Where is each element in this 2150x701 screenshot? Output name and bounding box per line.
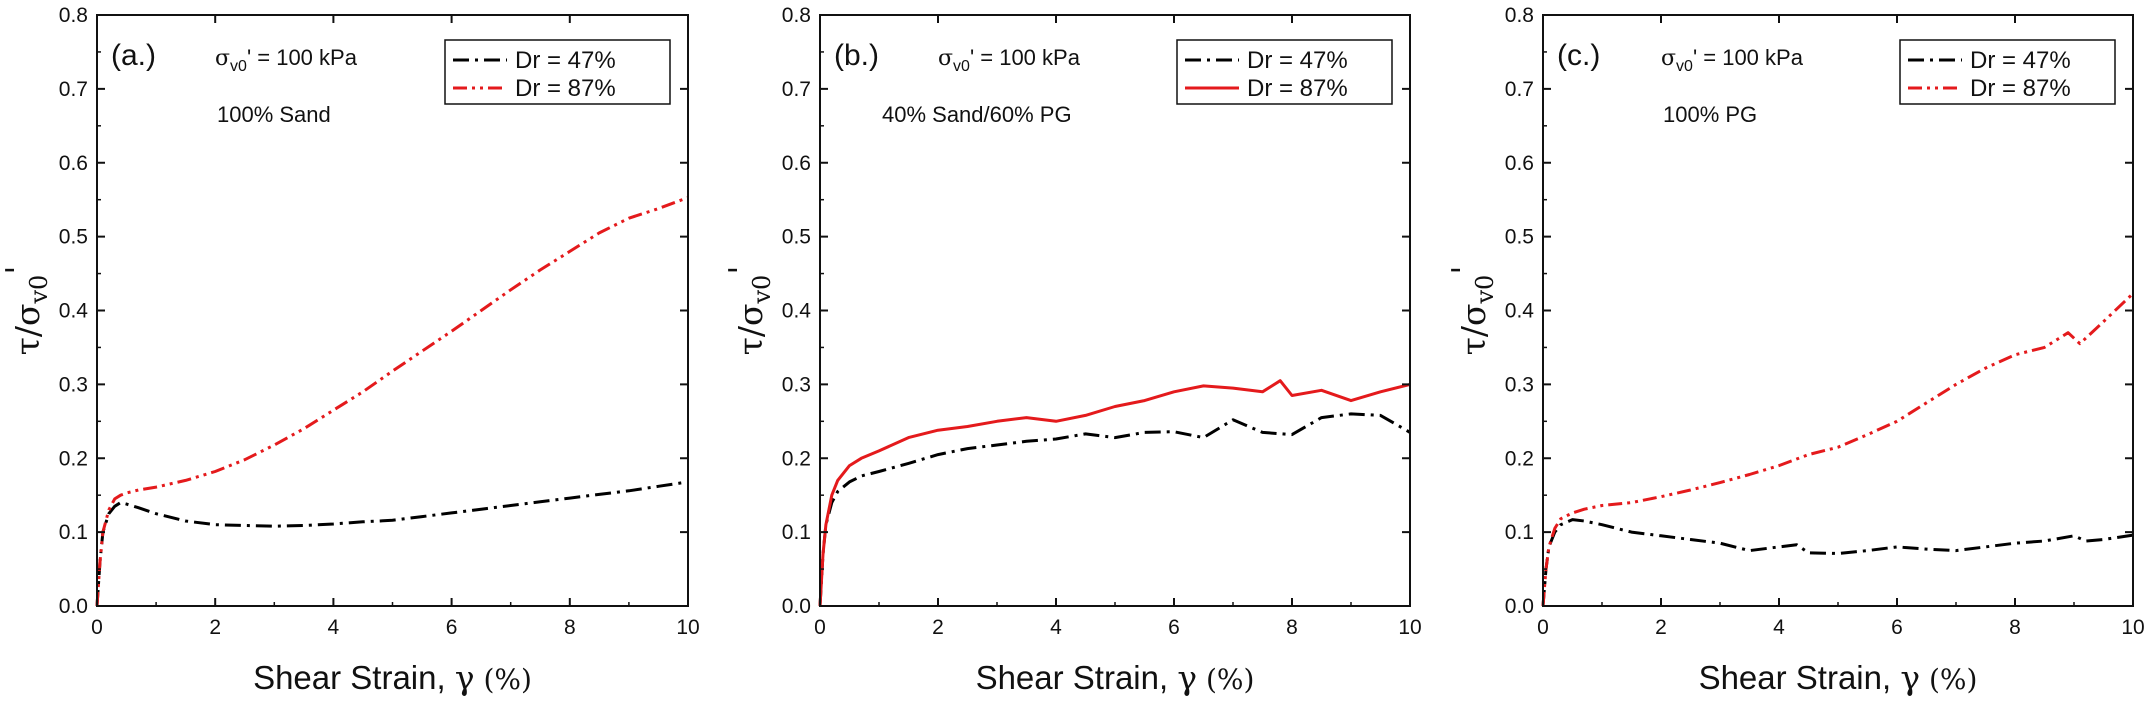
y-tick-label: 0.6: [59, 152, 88, 175]
x-tick-label: 0: [91, 616, 103, 639]
material-annotation: 40% Sand/60% PG: [882, 102, 1072, 127]
y-tick-label: 0.1: [782, 521, 811, 544]
x-tick-label: 6: [1168, 616, 1180, 639]
y-tick-label: 0.7: [1505, 78, 1534, 101]
series-line-dr87: [1541, 292, 2135, 607]
material-annotation: 100% Sand: [217, 102, 331, 127]
legend-entry: Dr = 47%: [1247, 47, 1348, 74]
legend: Dr = 47%Dr = 87%: [1899, 39, 2116, 105]
y-tick-label: 0.3: [59, 373, 88, 396]
y-axis-label: τ/σv0': [0, 266, 53, 356]
y-tick-label: 0.5: [59, 226, 88, 249]
legend: Dr = 47%Dr = 87%: [444, 39, 671, 105]
legend-box: [444, 39, 671, 105]
y-tick-label: 0.8: [782, 4, 811, 27]
x-tick-label: 10: [676, 616, 699, 639]
legend-entry: Dr = 87%: [515, 75, 616, 102]
legend: Dr = 47%Dr = 87%: [1176, 39, 1393, 105]
y-tick-label: 0.2: [1505, 447, 1534, 470]
y-tick-label: 0.8: [1505, 4, 1534, 27]
material-annotation: 100% PG: [1663, 102, 1757, 127]
y-tick-label: 0.3: [782, 373, 811, 396]
x-tick-label: 8: [564, 616, 576, 639]
y-tick-label: 0.7: [782, 78, 811, 101]
legend-box: [1899, 39, 2116, 105]
x-tick-label: 2: [209, 616, 221, 639]
legend-entry: Dr = 47%: [515, 47, 616, 74]
y-tick-label: 0.0: [1505, 595, 1534, 618]
panel-label: (b.): [834, 39, 879, 72]
x-tick-label: 6: [446, 616, 458, 639]
stress-annotation: σv0' = 100 kPa: [215, 45, 358, 75]
y-tick-label: 0.1: [1505, 521, 1534, 544]
y-tick-label: 0.0: [59, 595, 88, 618]
series-line-dr87: [818, 379, 1411, 607]
x-tick-label: 10: [2121, 616, 2144, 639]
y-tick-label: 0.4: [1505, 300, 1535, 323]
y-tick-label: 0.6: [1505, 152, 1534, 175]
y-tick-label: 0.1: [59, 521, 88, 544]
x-axis-label: Shear Strain, γ (%): [976, 658, 1255, 697]
series-line-dr87: [95, 196, 689, 607]
y-tick-label: 0.4: [782, 300, 812, 323]
x-tick-label: 6: [1891, 616, 1903, 639]
y-tick-label: 0.3: [1505, 373, 1534, 396]
x-tick-label: 0: [1537, 616, 1549, 639]
y-tick-label: 0.7: [59, 78, 88, 101]
panel-label: (c.): [1557, 39, 1600, 72]
x-tick-label: 8: [1286, 616, 1298, 639]
legend-entry: Dr = 87%: [1247, 75, 1348, 102]
legend-entry: Dr = 47%: [1970, 47, 2071, 74]
x-tick-label: 4: [1773, 616, 1785, 639]
chart-panel-3: 0 2 4 6 8 10 0.0 0.1 0.2 0.3 0.4 0.5 0.6 0.7 0.8 Shear …: [1444, 4, 2145, 697]
y-tick-label: 0.6: [782, 152, 811, 175]
chart-panel-2: 0 2 4 6 8 10 0.0 0.1 0.2 0.3 0.4 0.5 0.6 0.7 0.8 Shear …: [721, 4, 1422, 697]
y-tick-label: 0.8: [59, 4, 88, 27]
panel-label: (a.): [111, 39, 156, 72]
legend-box: [1176, 39, 1393, 105]
y-tick-label: 0.0: [782, 595, 811, 618]
series-line-dr47: [1541, 518, 2134, 607]
y-tick-label: 0.2: [782, 447, 811, 470]
x-tick-label: 4: [328, 616, 340, 639]
x-tick-label: 8: [2009, 616, 2021, 639]
x-axis-label: Shear Strain, γ (%): [253, 658, 532, 697]
x-axis-label: Shear Strain, γ (%): [1699, 658, 1978, 697]
y-tick-label: 0.4: [59, 300, 89, 323]
y-tick-label: 0.5: [782, 226, 811, 249]
y-tick-label: 0.5: [1505, 226, 1534, 249]
y-tick-label: 0.2: [59, 447, 88, 470]
y-axis-label: τ/σv0': [1444, 266, 1499, 356]
x-tick-label: 10: [1398, 616, 1421, 639]
chart-panel-1: 0 2 4 6 8 10 0.0 0.1 0.2 0.3 0.4 0.5 0.6 0.7 0.8 Shear …: [0, 4, 700, 697]
x-tick-label: 2: [932, 616, 944, 639]
x-tick-label: 0: [814, 616, 826, 639]
x-tick-label: 4: [1050, 616, 1062, 639]
stress-annotation: σv0' = 100 kPa: [1661, 45, 1804, 75]
stress-annotation: σv0' = 100 kPa: [938, 45, 1081, 75]
series-line-dr47: [95, 480, 689, 607]
y-axis-label: τ/σv0': [721, 266, 776, 356]
legend-entry: Dr = 87%: [1970, 75, 2071, 102]
series-line-dr47: [818, 412, 1411, 607]
x-tick-label: 2: [1655, 616, 1667, 639]
